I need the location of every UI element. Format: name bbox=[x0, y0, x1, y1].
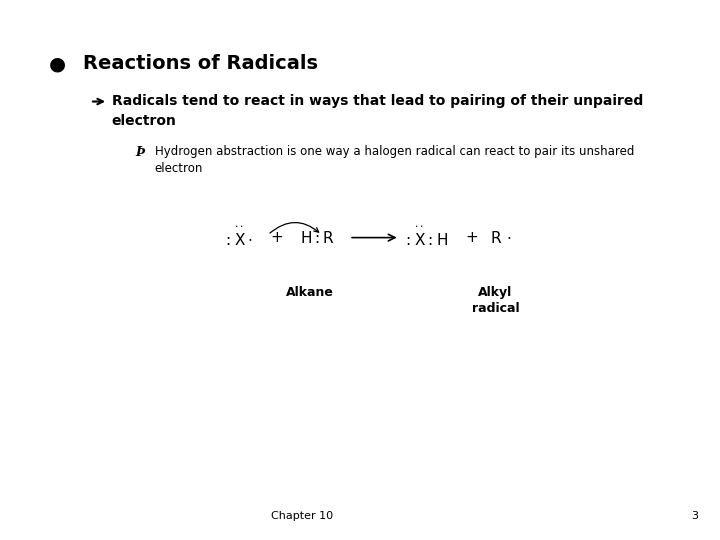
Text: Reactions of Radicals: Reactions of Radicals bbox=[83, 54, 318, 73]
Text: Radicals tend to react in ways that lead to pairing of their unpaired
electron: Radicals tend to react in ways that lead… bbox=[112, 94, 643, 128]
Text: $:\overset{\cdot\cdot}{\rm X}\cdot$: $:\overset{\cdot\cdot}{\rm X}\cdot$ bbox=[223, 226, 253, 249]
Text: Alkane: Alkane bbox=[286, 286, 333, 299]
Text: ●: ● bbox=[49, 54, 66, 73]
Text: +: + bbox=[271, 230, 284, 245]
Text: $:\overset{\cdot\cdot}{\rm X}{:}\rm H$: $:\overset{\cdot\cdot}{\rm X}{:}\rm H$ bbox=[403, 226, 449, 249]
Text: Alkyl
radical: Alkyl radical bbox=[472, 286, 519, 315]
Text: 3: 3 bbox=[691, 511, 698, 521]
Text: Þ: Þ bbox=[135, 146, 145, 159]
Text: $\rm H{:}R$: $\rm H{:}R$ bbox=[300, 230, 335, 246]
Text: Hydrogen abstraction is one way a halogen radical can react to pair its unshared: Hydrogen abstraction is one way a haloge… bbox=[155, 145, 634, 175]
Text: $\rm R\,\cdot$: $\rm R\,\cdot$ bbox=[490, 230, 511, 246]
Text: Chapter 10: Chapter 10 bbox=[271, 511, 333, 521]
Text: +: + bbox=[465, 230, 478, 245]
